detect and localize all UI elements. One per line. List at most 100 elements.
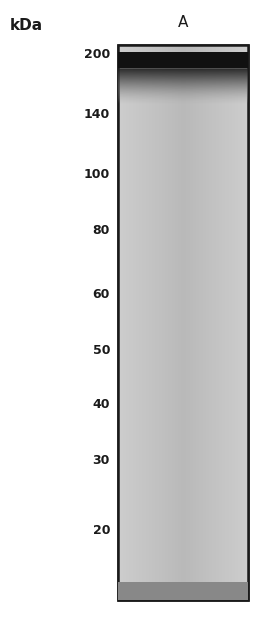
Bar xyxy=(159,45,161,600)
Bar xyxy=(139,45,141,600)
Bar xyxy=(118,74,248,76)
Text: A: A xyxy=(178,15,188,30)
Bar xyxy=(118,90,248,92)
Bar xyxy=(222,45,224,600)
Bar xyxy=(237,45,239,600)
Bar xyxy=(134,45,136,600)
Bar xyxy=(183,45,185,600)
Text: 30: 30 xyxy=(93,454,110,467)
Bar xyxy=(209,45,211,600)
Bar xyxy=(136,45,138,600)
Bar xyxy=(172,45,174,600)
Bar xyxy=(118,78,248,79)
Bar xyxy=(118,96,248,97)
Bar xyxy=(129,45,132,600)
Text: 20: 20 xyxy=(92,524,110,537)
Text: 60: 60 xyxy=(93,288,110,301)
Bar xyxy=(245,45,247,600)
Bar xyxy=(178,45,180,600)
Bar xyxy=(160,45,162,600)
Bar xyxy=(118,73,248,74)
Bar xyxy=(186,45,188,600)
Bar xyxy=(147,45,149,600)
Bar xyxy=(118,77,248,79)
Bar xyxy=(118,87,248,89)
Bar xyxy=(123,45,125,600)
Bar xyxy=(118,94,248,95)
Bar xyxy=(206,45,208,600)
Bar xyxy=(118,45,120,600)
Bar xyxy=(118,88,248,89)
Bar xyxy=(229,45,231,600)
Bar xyxy=(199,45,201,600)
Bar xyxy=(238,45,240,600)
Text: 140: 140 xyxy=(84,109,110,122)
Bar xyxy=(180,45,182,600)
Bar xyxy=(233,45,236,600)
Bar xyxy=(224,45,226,600)
Bar xyxy=(204,45,206,600)
Text: 50: 50 xyxy=(92,343,110,356)
Bar xyxy=(118,100,248,102)
Bar xyxy=(152,45,154,600)
Bar xyxy=(126,45,128,600)
Bar xyxy=(118,69,248,71)
Bar xyxy=(118,89,248,90)
Bar xyxy=(176,45,179,600)
Bar xyxy=(230,45,232,600)
Bar xyxy=(162,45,164,600)
Bar xyxy=(118,98,248,99)
Bar xyxy=(118,72,248,74)
Bar xyxy=(167,45,169,600)
Bar xyxy=(118,80,248,82)
Bar xyxy=(133,45,135,600)
Bar xyxy=(191,45,193,600)
Bar xyxy=(243,45,245,600)
Bar xyxy=(202,45,205,600)
Bar xyxy=(118,45,248,600)
Bar xyxy=(194,45,197,600)
Bar xyxy=(118,86,248,87)
Bar xyxy=(118,84,248,85)
Bar xyxy=(118,70,248,72)
Bar xyxy=(164,45,166,600)
Bar xyxy=(170,45,172,600)
Bar xyxy=(216,45,218,600)
Text: kDa: kDa xyxy=(10,18,43,33)
Bar xyxy=(189,45,192,600)
Text: 100: 100 xyxy=(84,168,110,182)
Bar xyxy=(154,45,156,600)
Bar xyxy=(217,45,219,600)
Bar xyxy=(196,45,198,600)
Bar xyxy=(175,45,177,600)
Bar xyxy=(118,97,248,99)
Bar xyxy=(118,102,248,104)
Bar xyxy=(207,45,209,600)
Bar xyxy=(124,45,127,600)
Bar xyxy=(198,45,200,600)
Bar xyxy=(181,45,184,600)
Bar xyxy=(120,45,122,600)
Bar xyxy=(131,45,133,600)
Bar xyxy=(155,45,157,600)
Bar xyxy=(118,68,248,69)
Bar xyxy=(227,45,229,600)
Bar xyxy=(118,582,248,600)
Bar xyxy=(118,81,248,82)
Bar xyxy=(149,45,151,600)
Bar xyxy=(118,71,248,72)
Bar xyxy=(173,45,175,600)
Bar xyxy=(151,45,153,600)
Bar xyxy=(118,75,248,77)
Bar xyxy=(118,85,248,87)
Bar xyxy=(118,99,248,100)
Bar xyxy=(214,45,216,600)
Bar xyxy=(168,45,170,600)
Bar xyxy=(220,45,222,600)
Bar xyxy=(201,45,203,600)
Bar xyxy=(225,45,227,600)
Bar xyxy=(118,83,248,84)
Bar xyxy=(241,45,244,600)
Text: 200: 200 xyxy=(84,49,110,62)
Bar xyxy=(235,45,237,600)
